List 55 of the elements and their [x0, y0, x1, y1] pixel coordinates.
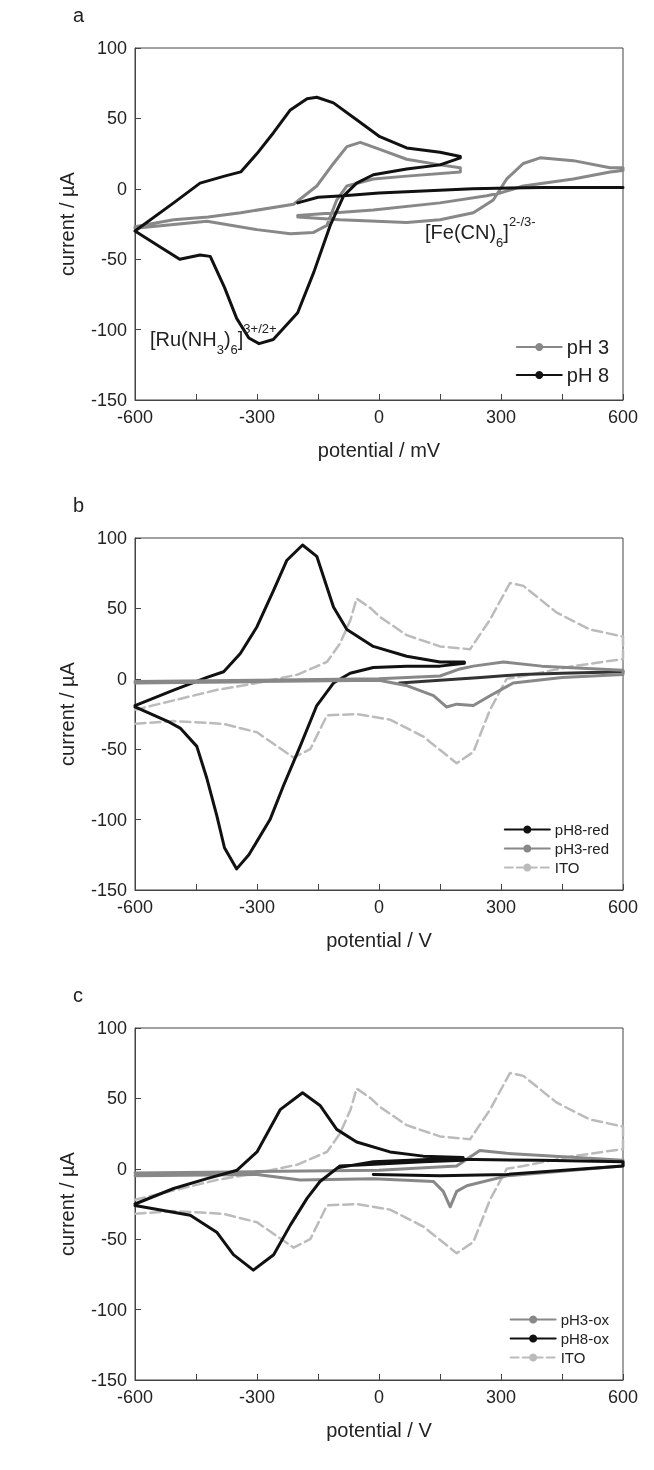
x-tick-label: 300 — [485, 407, 517, 427]
x-axis-title: potential / V — [326, 1419, 433, 1441]
y-tick-label: -50 — [100, 1229, 127, 1250]
x-tick-label: -300 — [238, 1387, 276, 1407]
x-tick-label: 600 — [607, 897, 639, 917]
x-tick-label: -600 — [116, 897, 154, 917]
x-tick-label: 300 — [485, 1387, 517, 1407]
x-tick-label: 600 — [607, 407, 639, 427]
y-tick-label: 100 — [96, 38, 127, 58]
y-axis-title: current / µA — [56, 1151, 78, 1256]
y-tick-label: -150 — [90, 1370, 127, 1390]
y-tick-label: -100 — [90, 319, 127, 340]
y-tick-label: 100 — [96, 528, 127, 548]
y-tick-label: 0 — [116, 668, 127, 689]
x-axis-title: potential / V — [326, 929, 433, 951]
y-tick-label: 100 — [96, 1018, 127, 1038]
x-tick-label: -600 — [116, 1387, 154, 1407]
line-series — [397, 670, 625, 685]
line-series — [133, 543, 466, 871]
y-tick-label: 50 — [106, 598, 127, 619]
y-axis-title: current / µA — [56, 661, 78, 766]
x-tick-label: -600 — [116, 407, 154, 427]
legend-label: ITO — [554, 859, 580, 876]
y-tick-label: -50 — [100, 249, 127, 270]
legend-label: ITO — [560, 1349, 586, 1366]
legend-label: pH3-red — [554, 840, 610, 857]
y-tick-label: -150 — [90, 390, 127, 410]
y-tick-label: 0 — [116, 178, 127, 199]
x-tick-label: 300 — [485, 897, 517, 917]
line-series — [133, 581, 625, 765]
legend-label: pH8-red — [554, 821, 610, 838]
x-axis-title: potential / mV — [317, 439, 441, 461]
x-tick-label: 0 — [373, 897, 385, 917]
legend-label: pH 8 — [566, 364, 609, 386]
line-series — [133, 660, 625, 709]
y-axis-title: current / µA — [56, 171, 78, 276]
x-tick-label: 600 — [607, 1387, 639, 1407]
line-series — [133, 1071, 625, 1255]
chart-title: c — [73, 984, 83, 1006]
chart-title: b — [73, 494, 85, 516]
y-tick-label: -150 — [90, 880, 127, 900]
y-tick-label: 50 — [106, 1088, 127, 1109]
x-tick-label: 0 — [373, 1387, 385, 1407]
y-tick-label: -100 — [90, 809, 127, 830]
legend-label: pH 3 — [566, 336, 609, 358]
x-tick-label: 0 — [373, 407, 385, 427]
y-tick-label: 0 — [116, 1158, 127, 1179]
x-tick-label: -300 — [238, 407, 276, 427]
chart-title: a — [73, 4, 85, 26]
y-tick-label: 50 — [106, 108, 127, 129]
legend-label: pH8-ox — [560, 1330, 610, 1347]
y-tick-label: -50 — [100, 739, 127, 760]
y-tick-label: -100 — [90, 1299, 127, 1320]
legend-label: pH3-ox — [560, 1311, 610, 1328]
x-tick-label: -300 — [238, 897, 276, 917]
